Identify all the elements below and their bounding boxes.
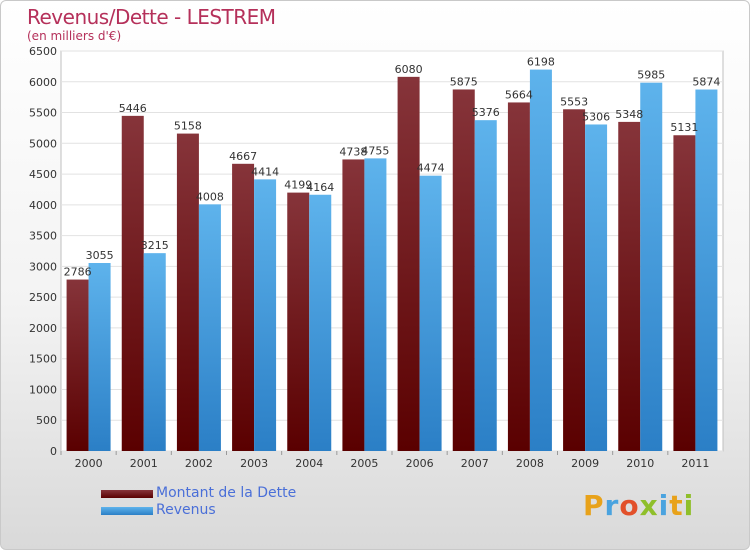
bar-value-label: 4667: [229, 150, 257, 163]
bar-debt: [342, 159, 365, 451]
bar-value-label: 3055: [86, 249, 114, 262]
bar-revenue: [474, 120, 497, 452]
bar-value-label: 5446: [119, 102, 147, 115]
y-tick-label: 4000: [29, 199, 57, 212]
legend-label-revenue: Revenus: [156, 502, 216, 518]
y-tick-label: 6500: [29, 45, 57, 58]
bar-value-label: 2786: [64, 266, 92, 279]
bar-debt: [121, 115, 144, 451]
bar-debt: [452, 89, 475, 451]
bar-revenue: [529, 69, 552, 451]
bar-value-label: 5376: [472, 106, 500, 119]
bar-value-label: 4755: [361, 144, 389, 157]
x-tick-label: 2002: [185, 457, 213, 470]
bar-revenue: [143, 253, 166, 451]
bar-value-label: 6080: [395, 63, 423, 76]
bar-value-label: 5131: [670, 121, 698, 134]
logo-letter: x: [639, 489, 659, 522]
y-tick-label: 4500: [29, 168, 57, 181]
bar-value-label: 5875: [450, 75, 478, 88]
x-tick-label: 2005: [350, 457, 378, 470]
bar-value-label: 5874: [692, 76, 720, 89]
y-tick-label: 0: [50, 445, 57, 458]
chart-title: Revenus/Dette - LESTREM: [27, 5, 276, 29]
bar-value-label: 4414: [251, 165, 279, 178]
logo-letter: o: [619, 489, 640, 522]
bar-debt: [287, 192, 310, 451]
bar-debt: [673, 135, 696, 451]
logo-letter: t: [669, 489, 684, 522]
bar-value-label: 6198: [527, 56, 555, 69]
bar-debt: [618, 121, 641, 452]
bar-value-label: 4738: [339, 145, 367, 158]
bar-value-label: 5985: [637, 69, 665, 82]
x-tick-label: 2007: [461, 457, 489, 470]
bar-value-label: 5158: [174, 120, 202, 133]
bar-value-label: 4164: [306, 181, 334, 194]
logo-letter: r: [604, 489, 620, 522]
legend-label-debt: Montant de la Dette: [156, 485, 297, 501]
x-tick-label: 2010: [626, 457, 654, 470]
y-tick-label: 3000: [29, 260, 57, 273]
x-tick-label: 2004: [295, 457, 323, 470]
bar-value-label: 4474: [417, 162, 445, 175]
bar-value-label: 3215: [141, 239, 169, 252]
y-tick-label: 500: [36, 414, 57, 427]
logo-letter: i: [683, 489, 695, 522]
bar-revenue: [419, 175, 442, 451]
bar-debt: [66, 279, 89, 451]
bar-value-label: 5553: [560, 95, 588, 108]
logo-letter: i: [658, 489, 670, 522]
x-tick-label: 2001: [130, 457, 158, 470]
bar-debt: [232, 163, 255, 452]
y-tick-label: 1000: [29, 383, 57, 396]
bar-revenue: [254, 179, 277, 451]
x-tick-label: 2000: [75, 457, 103, 470]
bar-value-label: 4008: [196, 190, 224, 203]
bar-debt: [397, 76, 420, 451]
bar-debt: [176, 133, 199, 452]
x-tick-label: 2008: [516, 457, 544, 470]
y-tick-label: 5500: [29, 107, 57, 120]
y-tick-label: 3500: [29, 230, 57, 243]
y-tick-label: 6000: [29, 76, 57, 89]
bar-revenue: [88, 263, 111, 451]
bar-debt: [507, 102, 530, 451]
bar-revenue: [640, 82, 663, 451]
proxiti-logo: Proxiti: [583, 489, 694, 522]
y-tick-label: 1500: [29, 353, 57, 366]
bar-revenue: [695, 89, 718, 452]
bar-revenue: [309, 194, 332, 451]
plot-area: [60, 50, 724, 452]
bar-value-label: 5306: [582, 110, 610, 123]
x-tick-label: 2009: [571, 457, 599, 470]
x-tick-label: 2011: [681, 457, 709, 470]
y-tick-label: 2500: [29, 291, 57, 304]
bar-debt: [563, 109, 586, 452]
x-tick-label: 2006: [406, 457, 434, 470]
bar-revenue: [364, 158, 387, 451]
bar-revenue: [585, 124, 608, 451]
chart-subtitle: (en milliers d'€): [27, 29, 122, 43]
logo-letter: P: [583, 489, 605, 522]
x-tick-label: 2003: [240, 457, 268, 470]
bar-revenue: [198, 204, 221, 451]
y-tick-label: 2000: [29, 322, 57, 335]
bar-value-label: 5348: [615, 108, 643, 121]
bar-value-label: 5664: [505, 88, 533, 101]
legend-swatch-debt: [101, 490, 153, 498]
y-tick-label: 5000: [29, 137, 57, 150]
legend-swatch-revenue: [101, 507, 153, 515]
bar-value-label: 4199: [284, 179, 312, 192]
